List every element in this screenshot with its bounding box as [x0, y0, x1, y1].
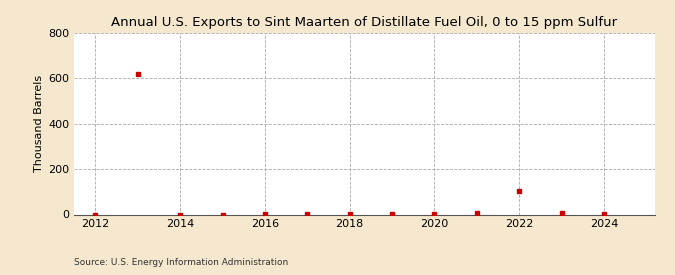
Y-axis label: Thousand Barrels: Thousand Barrels — [34, 75, 44, 172]
Title: Annual U.S. Exports to Sint Maarten of Distillate Fuel Oil, 0 to 15 ppm Sulfur: Annual U.S. Exports to Sint Maarten of D… — [111, 16, 618, 29]
Text: Source: U.S. Energy Information Administration: Source: U.S. Energy Information Administ… — [74, 258, 288, 267]
